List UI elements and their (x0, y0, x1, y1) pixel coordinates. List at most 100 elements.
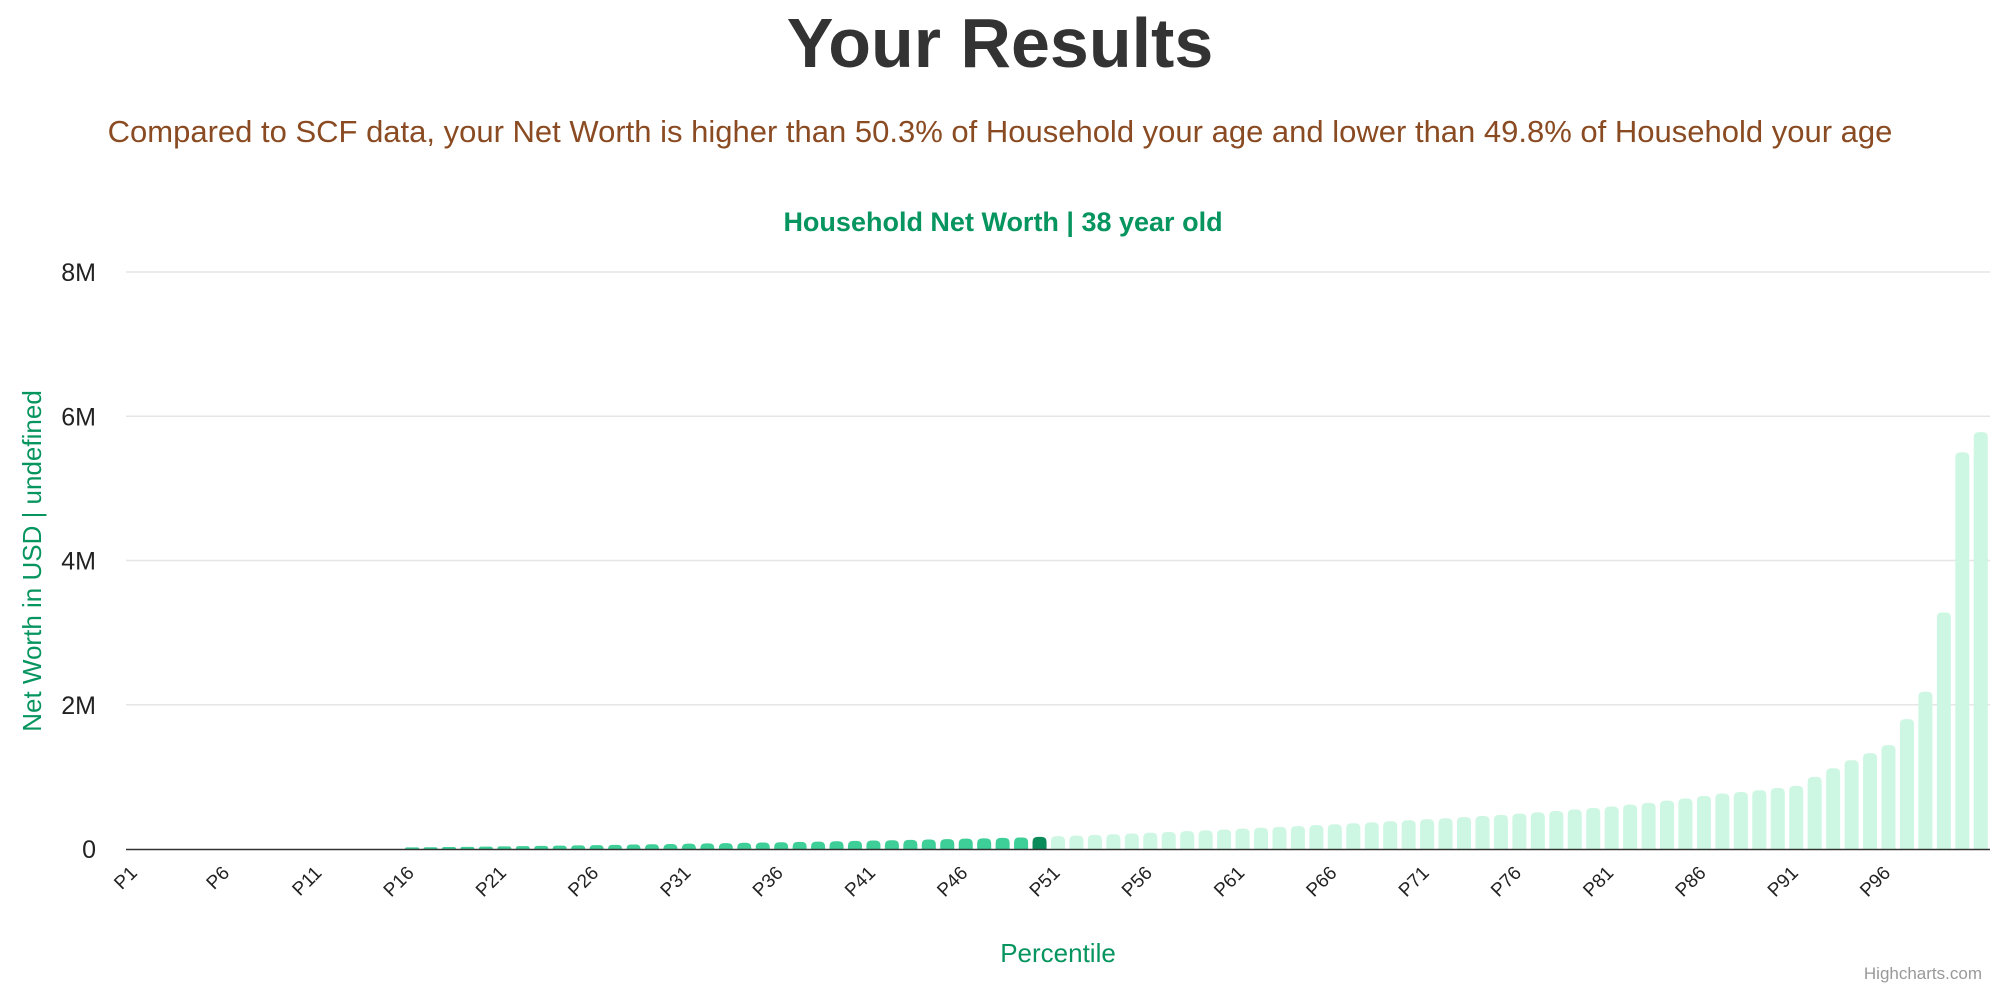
bar[interactable] (1309, 825, 1324, 849)
bar[interactable] (608, 844, 623, 849)
bar[interactable] (1973, 432, 1988, 849)
bar[interactable] (1715, 793, 1730, 849)
bar[interactable] (1881, 745, 1896, 849)
bar[interactable] (958, 838, 973, 849)
bar[interactable] (737, 842, 752, 849)
bar[interactable] (1475, 816, 1490, 849)
bar[interactable] (1438, 818, 1453, 849)
bar[interactable] (552, 845, 567, 849)
bar[interactable] (644, 844, 659, 849)
bar[interactable] (977, 838, 992, 849)
bar[interactable] (1014, 837, 1029, 849)
bar[interactable] (1235, 828, 1250, 849)
bar[interactable] (1106, 834, 1121, 849)
bar[interactable] (1401, 820, 1416, 849)
bar[interactable] (1364, 822, 1379, 849)
bar[interactable] (1660, 800, 1675, 849)
bar[interactable] (589, 845, 604, 849)
x-tick-label: P1 (110, 863, 141, 894)
bar[interactable] (847, 840, 863, 849)
y-tick-label: 4M (61, 548, 96, 576)
bar[interactable] (792, 841, 807, 849)
bar[interactable] (534, 845, 549, 849)
bar[interactable] (1050, 836, 1066, 849)
y-tick-label: 6M (61, 403, 96, 431)
bar[interactable] (811, 841, 826, 849)
bar[interactable] (1217, 829, 1232, 849)
x-tick-label: P51 (1026, 863, 1065, 902)
bar[interactable] (903, 839, 918, 849)
x-tick-label: P41 (841, 863, 880, 902)
bar[interactable] (1272, 826, 1287, 849)
bar[interactable] (1457, 817, 1472, 849)
bar[interactable] (1733, 792, 1748, 849)
bar[interactable] (700, 843, 715, 849)
bar[interactable] (405, 847, 420, 849)
bar[interactable] (995, 837, 1010, 849)
bar[interactable] (1696, 795, 1711, 849)
bar[interactable] (1420, 819, 1435, 849)
bar[interactable] (1124, 833, 1139, 849)
bar[interactable] (1586, 808, 1601, 849)
bar[interactable] (1678, 798, 1693, 849)
bar[interactable] (1161, 831, 1176, 849)
bar[interactable] (718, 843, 733, 849)
bar[interactable] (663, 843, 678, 849)
bar[interactable] (755, 842, 770, 849)
bar[interactable] (940, 839, 955, 849)
bar[interactable] (774, 842, 789, 849)
x-tick-label: P6 (203, 863, 234, 894)
bar[interactable] (497, 846, 512, 849)
result-summary: Compared to SCF data, your Net Worth is … (107, 114, 1893, 149)
bar[interactable] (441, 846, 456, 849)
bar[interactable] (1770, 788, 1785, 849)
bar[interactable] (1899, 719, 1914, 849)
bar[interactable] (1087, 834, 1102, 849)
bar[interactable] (1143, 832, 1158, 849)
bar[interactable] (1069, 835, 1084, 849)
bar[interactable] (1290, 826, 1305, 849)
bar[interactable] (1955, 452, 1970, 849)
bar[interactable] (1844, 760, 1859, 849)
bar[interactable] (1253, 827, 1269, 849)
bar[interactable] (515, 846, 530, 849)
bar[interactable] (1789, 785, 1804, 849)
bar[interactable] (1641, 802, 1656, 849)
bar[interactable] (626, 844, 641, 849)
bar[interactable] (1918, 691, 1933, 849)
bar[interactable] (866, 840, 881, 849)
bar[interactable] (1180, 831, 1195, 849)
bar-series (405, 432, 1988, 849)
bar[interactable] (1623, 804, 1638, 849)
bar[interactable] (1383, 821, 1398, 849)
bar[interactable] (921, 839, 936, 849)
bar-user-percentile[interactable] (1032, 836, 1047, 849)
chart-credits[interactable]: Highcharts.com (1864, 964, 1982, 983)
x-tick-label: P56 (1118, 863, 1157, 902)
bar[interactable] (1936, 612, 1951, 849)
bar[interactable] (1327, 824, 1342, 849)
bar[interactable] (1346, 823, 1361, 849)
bar[interactable] (1807, 776, 1822, 849)
bar[interactable] (1512, 813, 1527, 849)
bar[interactable] (423, 847, 438, 849)
x-tick-label: P31 (657, 863, 696, 902)
bar[interactable] (1198, 830, 1213, 849)
bar[interactable] (1826, 768, 1841, 849)
bar[interactable] (1530, 812, 1545, 849)
bar[interactable] (571, 845, 586, 849)
bar[interactable] (1493, 814, 1508, 849)
bar[interactable] (1752, 790, 1767, 849)
bar[interactable] (478, 846, 493, 849)
bar[interactable] (829, 841, 844, 849)
bar[interactable] (681, 843, 696, 849)
bar[interactable] (460, 846, 475, 849)
bar[interactable] (1863, 753, 1878, 849)
x-tick-label: P81 (1579, 863, 1618, 902)
bar[interactable] (884, 840, 899, 849)
y-tick-label: 2M (61, 692, 96, 720)
bar[interactable] (1604, 806, 1619, 849)
bar[interactable] (1567, 809, 1582, 849)
bar[interactable] (1549, 810, 1564, 849)
y-tick-label: 8M (61, 259, 96, 287)
